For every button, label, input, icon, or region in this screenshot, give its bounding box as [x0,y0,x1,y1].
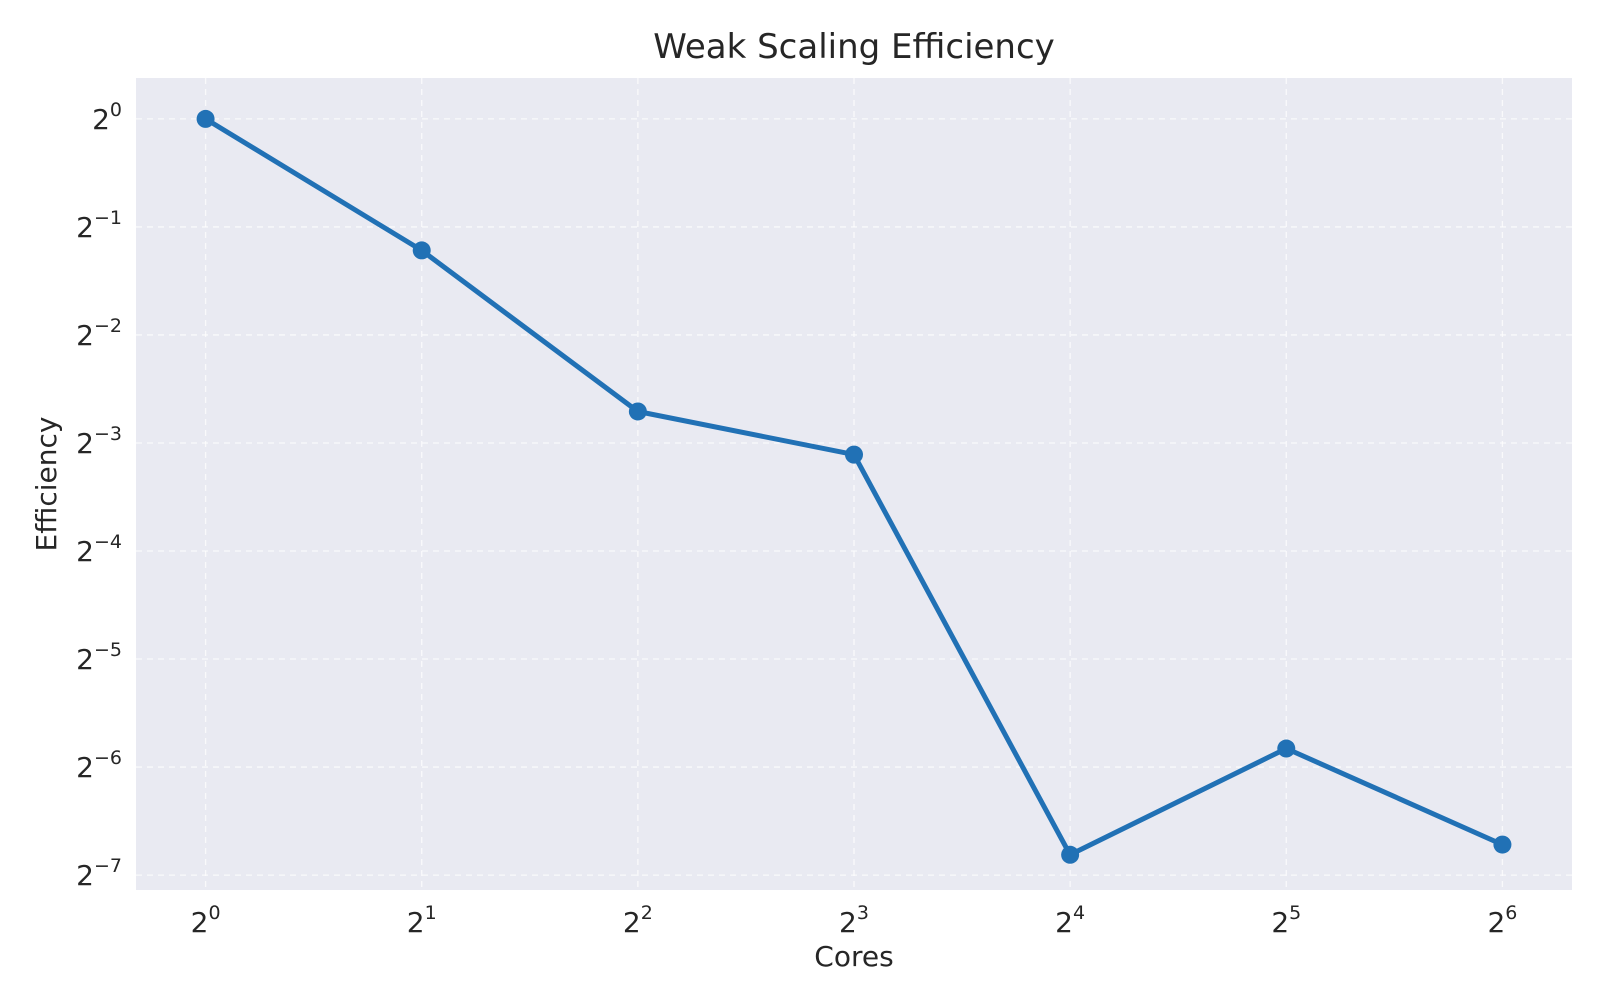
data-point [1061,845,1080,864]
y-tick-label-exponent: 0 [110,99,122,121]
x-tick-label-exponent: 0 [208,902,220,924]
x-tick-label-exponent: 2 [641,902,653,924]
y-tick-label-exponent: −3 [94,423,122,445]
x-tick-label: 25 [1271,902,1301,939]
y-tick-label-base: 2 [92,103,110,136]
y-tick-label-base: 2 [76,751,94,784]
x-axis-label: Cores [814,940,893,973]
y-tick-label-base: 2 [76,319,94,352]
x-tick-label: 26 [1487,902,1517,939]
data-points [196,109,1512,864]
x-tick-label-base: 2 [839,906,857,939]
x-tick-label: 22 [623,902,653,939]
data-point [1277,739,1296,758]
x-tick-label-exponent: 5 [1289,902,1301,924]
y-tick-label: 2−5 [76,639,122,676]
y-tick-labels: 202−12−22−32−42−52−62−7 [76,99,122,892]
x-tick-label-base: 2 [191,906,209,939]
y-tick-label-exponent: −6 [94,747,122,769]
y-tick-label-exponent: −1 [94,207,122,229]
x-tick-label-exponent: 4 [1073,902,1085,924]
y-tick-label: 2−3 [76,423,122,460]
y-tick-label-exponent: −4 [94,531,122,553]
x-tick-label-exponent: 1 [425,902,437,924]
x-tick-label-base: 2 [623,906,641,939]
x-tick-label: 23 [839,902,869,939]
x-tick-label-exponent: 3 [857,902,869,924]
y-tick-label: 2−1 [76,207,122,244]
data-point [196,109,215,128]
y-tick-label-base: 2 [76,859,94,892]
x-tick-label: 21 [407,902,437,939]
data-point [1493,835,1512,854]
y-tick-label: 20 [92,99,122,136]
data-point [628,402,647,421]
x-tick-label-exponent: 6 [1505,902,1517,924]
y-tick-label: 2−4 [76,531,122,568]
y-tick-label-base: 2 [76,643,94,676]
y-tick-label-base: 2 [76,427,94,460]
y-tick-label-exponent: −7 [94,855,122,877]
x-tick-labels: 20 21 22 23 24 25 26 [191,902,1518,939]
y-tick-label-base: 2 [76,211,94,244]
x-tick-label: 20 [191,902,221,939]
y-tick-label: 2−7 [76,855,122,892]
x-tick-label-base: 2 [1055,906,1073,939]
x-tick-label-base: 2 [1487,906,1505,939]
x-tick-label: 24 [1055,902,1085,939]
grid [136,78,1572,890]
y-tick-label: 2−2 [76,315,122,352]
chart-title: Weak Scaling Efficiency [653,27,1055,67]
data-point [412,241,431,260]
y-tick-label: 2−6 [76,747,122,784]
x-tick-label-base: 2 [407,906,425,939]
y-tick-label-exponent: −2 [94,315,122,337]
y-axis-label: Efficiency [30,417,63,552]
data-point [845,445,863,464]
x-tick-label-base: 2 [1271,906,1289,939]
y-tick-label-exponent: −5 [94,639,122,661]
y-tick-label-base: 2 [76,535,94,568]
